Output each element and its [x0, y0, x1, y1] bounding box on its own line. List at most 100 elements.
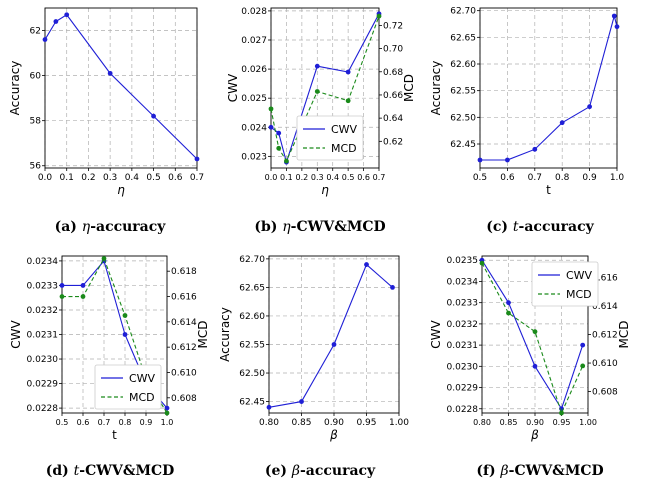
x-tick-label: 0.3	[103, 173, 117, 183]
data-point-mcd	[345, 98, 351, 104]
y-right-tick-label: 0.616	[592, 273, 618, 283]
y-tick-label: 62.50	[450, 113, 476, 123]
data-point-accuracy	[390, 285, 395, 290]
series-line-accuracy	[44, 14, 198, 160]
series-line-mcd	[481, 262, 584, 415]
y-tick-label: 62	[30, 27, 41, 37]
x-tick-label: 1.00	[579, 418, 597, 427]
x-tick-label: 0.0	[265, 173, 278, 182]
legend: CWV MCD	[94, 364, 162, 410]
chart-panel-5: 0.80 0.85 0.90 0.95 1.00 0.0228 0.0229 0.0230 0.…	[429, 255, 631, 442]
y-right-axis-label: MCD	[617, 321, 631, 349]
data-point-cwv	[80, 283, 86, 288]
data-point-mcd	[122, 313, 128, 318]
x-tick-label: 0.5	[146, 173, 160, 183]
x-tick-label: 0.6	[168, 173, 183, 183]
data-point-accuracy	[505, 157, 510, 163]
x-tick-label: 0.9	[140, 418, 153, 427]
data-point-cwv	[314, 63, 320, 69]
data-point-mcd	[479, 260, 485, 266]
y-right-axis-label: MCD	[402, 74, 416, 102]
x-tick-label: 0.8	[119, 418, 132, 427]
caption-b: (b) η-CWV&MCD	[254, 219, 386, 235]
y-right-tick-label: 0.66	[383, 91, 403, 101]
y-axis-label: Accuracy	[218, 307, 232, 362]
x-tick-label: 0.95	[356, 418, 376, 428]
y-tick-label: 0.0230	[447, 362, 479, 372]
data-point-mcd	[80, 294, 86, 299]
data-point-mcd	[284, 158, 289, 164]
data-point-accuracy	[559, 120, 565, 126]
data-point-cwv	[532, 363, 538, 369]
x-tick-label: 0.7	[190, 173, 204, 183]
y-tick-label: 0.025	[241, 94, 267, 104]
y-right-tick-label: 0.608	[171, 394, 197, 404]
y-tick-label: 0.0229	[27, 380, 59, 390]
x-axis-label: t	[546, 183, 551, 197]
caption-f: (f) β-CWV&MCD	[476, 463, 604, 479]
x-tick-label: 1.0	[161, 418, 174, 427]
y-tick-label: 0.0235	[447, 256, 479, 266]
y-tick-label: 58	[30, 117, 42, 127]
y-tick-label: 0.0232	[27, 306, 59, 316]
legend-label: MCD	[129, 391, 155, 404]
data-point-mcd	[314, 89, 320, 94]
x-tick-label: 0.80	[259, 418, 279, 428]
plot-frame	[44, 7, 198, 169]
x-tick-label: 0.6	[77, 418, 90, 427]
data-point-accuracy	[42, 37, 48, 42]
legend-box	[94, 364, 162, 410]
y-tick-label: 0.024	[241, 123, 267, 133]
y-tick-label: 0.0229	[447, 384, 479, 394]
y-tick-label: 62.65	[450, 33, 476, 43]
y-tick-label: 0.023	[241, 152, 267, 162]
y-right-tick-label: 0.618	[171, 267, 197, 277]
data-point-cwv	[268, 124, 274, 130]
y-right-tick-label: 0.72	[383, 21, 403, 31]
data-point-mcd	[276, 145, 282, 151]
y-right-tick-label: 0.608	[592, 388, 618, 398]
data-point-mcd	[164, 410, 170, 416]
x-axis-label: β	[329, 428, 338, 442]
y-tick-label: 0.0233	[27, 281, 59, 291]
y-right-tick-label: 0.610	[592, 359, 618, 369]
data-point-accuracy	[53, 19, 59, 24]
x-tick-label: 0.4	[125, 173, 140, 183]
x-tick-label: 0.9	[582, 173, 597, 183]
data-point-mcd	[532, 329, 538, 335]
x-axis-label: η	[117, 183, 125, 197]
data-point-cwv	[122, 332, 128, 337]
x-tick-label: 0.2	[295, 173, 308, 182]
data-point-mcd	[506, 310, 511, 316]
data-point-cwv	[59, 283, 65, 288]
x-axis-label: η	[321, 183, 329, 197]
data-point-accuracy	[151, 113, 156, 119]
y-tick-label: 0.0228	[27, 404, 59, 414]
y-right-tick-label: 0.612	[592, 331, 618, 341]
data-point-cwv	[345, 69, 351, 75]
y-tick-label: 0.0233	[447, 299, 479, 309]
plot-frame	[270, 7, 380, 169]
y-right-tick-label: 0.616	[171, 293, 197, 303]
caption-a: (a) η-accuracy	[54, 219, 166, 235]
data-point-accuracy	[194, 156, 200, 162]
data-point-cwv	[164, 405, 170, 411]
y-tick-label: 0.0228	[447, 405, 479, 415]
y-tick-label: 62.70	[239, 255, 265, 265]
y-axis-label: CWV	[429, 319, 443, 348]
x-axis-label: t	[112, 428, 117, 442]
y-tick-label: 0.0231	[27, 331, 59, 341]
data-point-accuracy	[532, 146, 538, 152]
data-point-cwv	[276, 130, 282, 136]
y-right-tick-label: 0.614	[171, 318, 197, 328]
x-tick-label: 0.80	[473, 418, 491, 427]
data-point-accuracy	[587, 104, 592, 110]
data-point-accuracy	[299, 399, 304, 404]
y-tick-label: 62.60	[450, 60, 476, 70]
legend: CWV MCD	[296, 115, 364, 161]
data-point-mcd	[376, 13, 382, 19]
data-point-cwv	[506, 300, 511, 306]
legend-label: CWV	[129, 372, 156, 385]
y-tick-label: 0.0234	[27, 257, 59, 267]
series-line-accuracy	[268, 263, 393, 408]
